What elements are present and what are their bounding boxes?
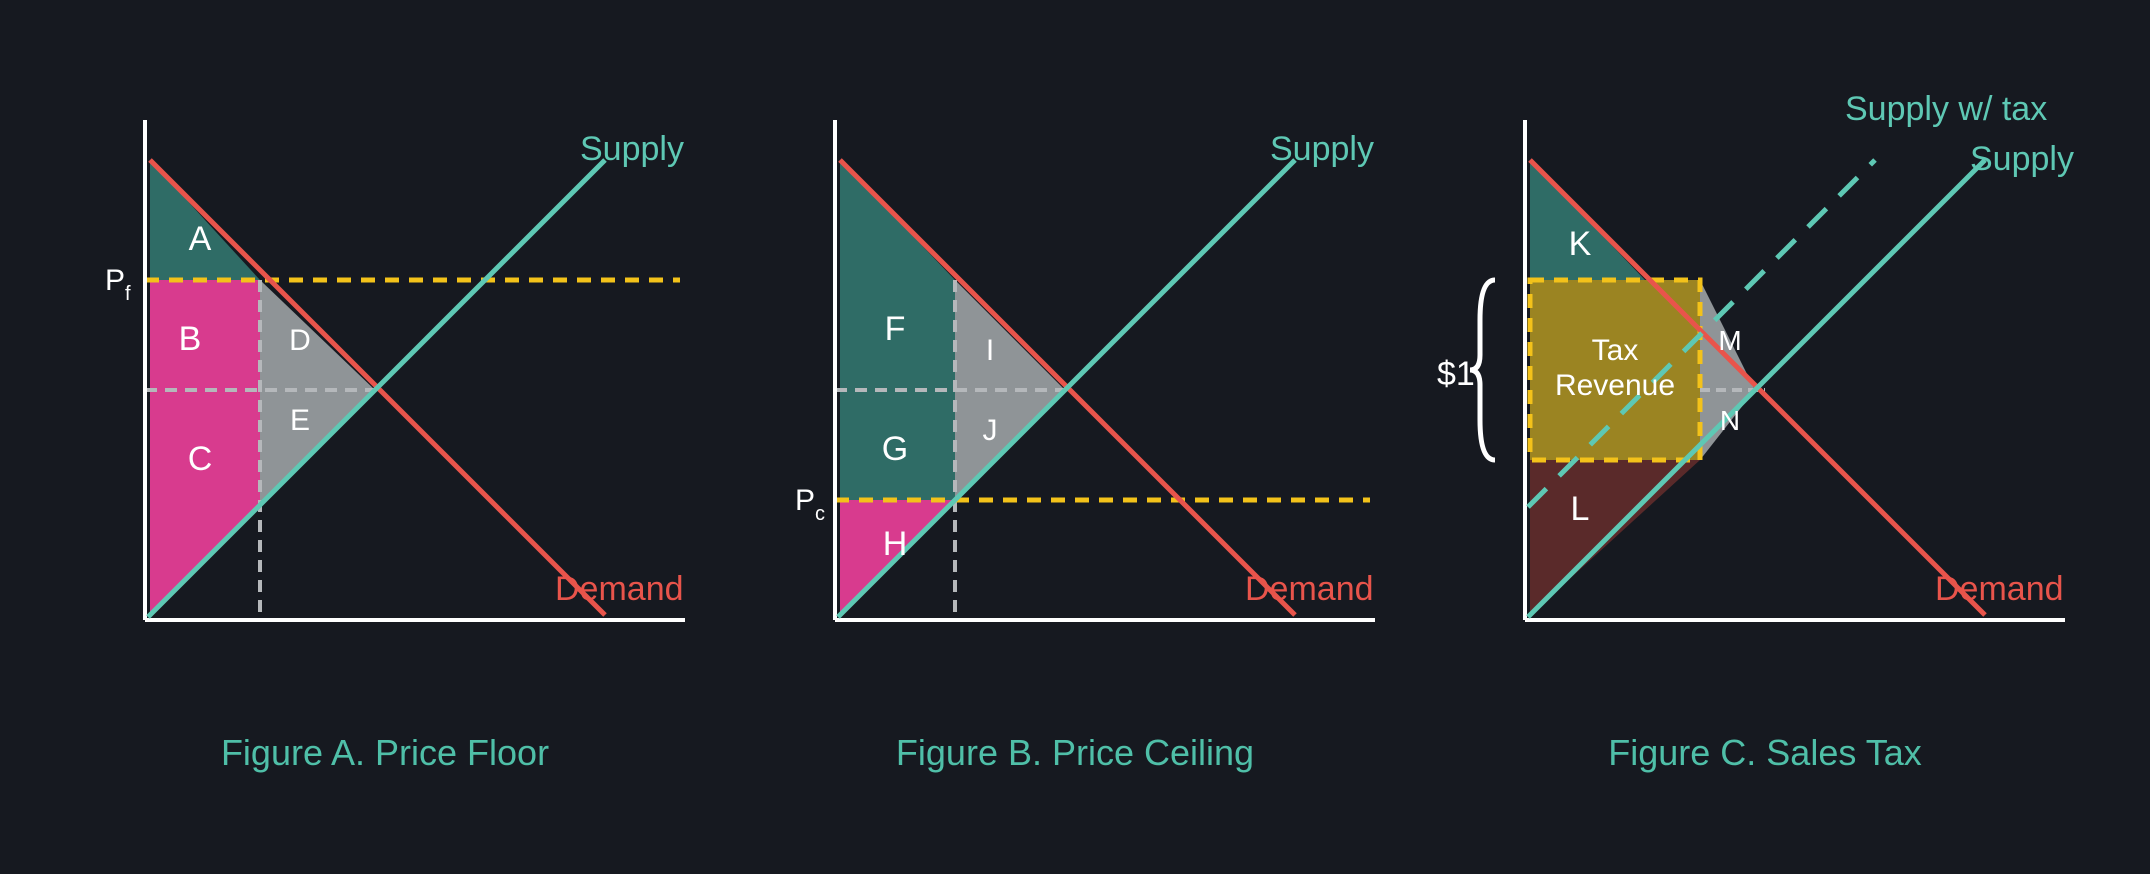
tax-revenue-label-1: Tax: [1592, 334, 1639, 367]
region-n-label: N: [1720, 405, 1740, 436]
figure-b-caption: Figure B. Price Ceiling: [896, 732, 1254, 774]
region-l-label: L: [1571, 490, 1590, 528]
region-b: [150, 280, 260, 390]
region-d-label: D: [289, 324, 311, 357]
region-f: [840, 160, 955, 390]
region-k-label: K: [1569, 225, 1592, 263]
supply-label: Supply: [580, 130, 684, 168]
figure-a-panel: Supply Demand Pf A B C D E Figure A. Pri…: [45, 60, 725, 774]
price-floor-label: Pf: [105, 264, 131, 305]
supply-tax-label: Supply w/ tax: [1845, 90, 2047, 128]
region-d: [260, 280, 375, 390]
demand-label: Demand: [1245, 570, 1374, 608]
region-f-label: F: [885, 310, 906, 348]
region-c: [150, 390, 260, 615]
figure-b-chart: Supply Demand Pc F G H I J: [735, 60, 1415, 700]
supply-label: Supply: [1270, 130, 1374, 168]
region-h-label: H: [883, 525, 908, 563]
region-g-label: G: [882, 430, 908, 468]
region-e-label: E: [290, 404, 310, 437]
region-i: [955, 280, 1065, 390]
region-c-label: C: [188, 440, 213, 478]
demand-label: Demand: [555, 570, 684, 608]
figure-b-panel: Supply Demand Pc F G H I J Figure B. Pri…: [735, 60, 1415, 774]
region-m-label: M: [1718, 325, 1741, 356]
figure-c-panel: Supply w/ tax Supply Demand $1 Tax Reven…: [1425, 60, 2105, 774]
region-i-label: I: [986, 334, 994, 367]
region-a-label: A: [189, 220, 212, 258]
demand-label: Demand: [1935, 570, 2064, 608]
supply-label: Supply: [1970, 140, 2074, 178]
region-j-label: J: [983, 414, 998, 447]
tax-revenue-label-2: Revenue: [1555, 369, 1675, 402]
figure-row: Supply Demand Pf A B C D E Figure A. Pri…: [0, 0, 2150, 874]
region-b-label: B: [179, 320, 202, 358]
figure-c-chart: Supply w/ tax Supply Demand $1 Tax Reven…: [1425, 60, 2105, 700]
price-ceiling-label: Pc: [795, 484, 825, 525]
one-dollar-label: $1: [1437, 355, 1475, 393]
figure-c-caption: Figure C. Sales Tax: [1608, 732, 1921, 774]
figure-a-caption: Figure A. Price Floor: [221, 732, 549, 774]
figure-a-chart: Supply Demand Pf A B C D E: [45, 60, 725, 700]
